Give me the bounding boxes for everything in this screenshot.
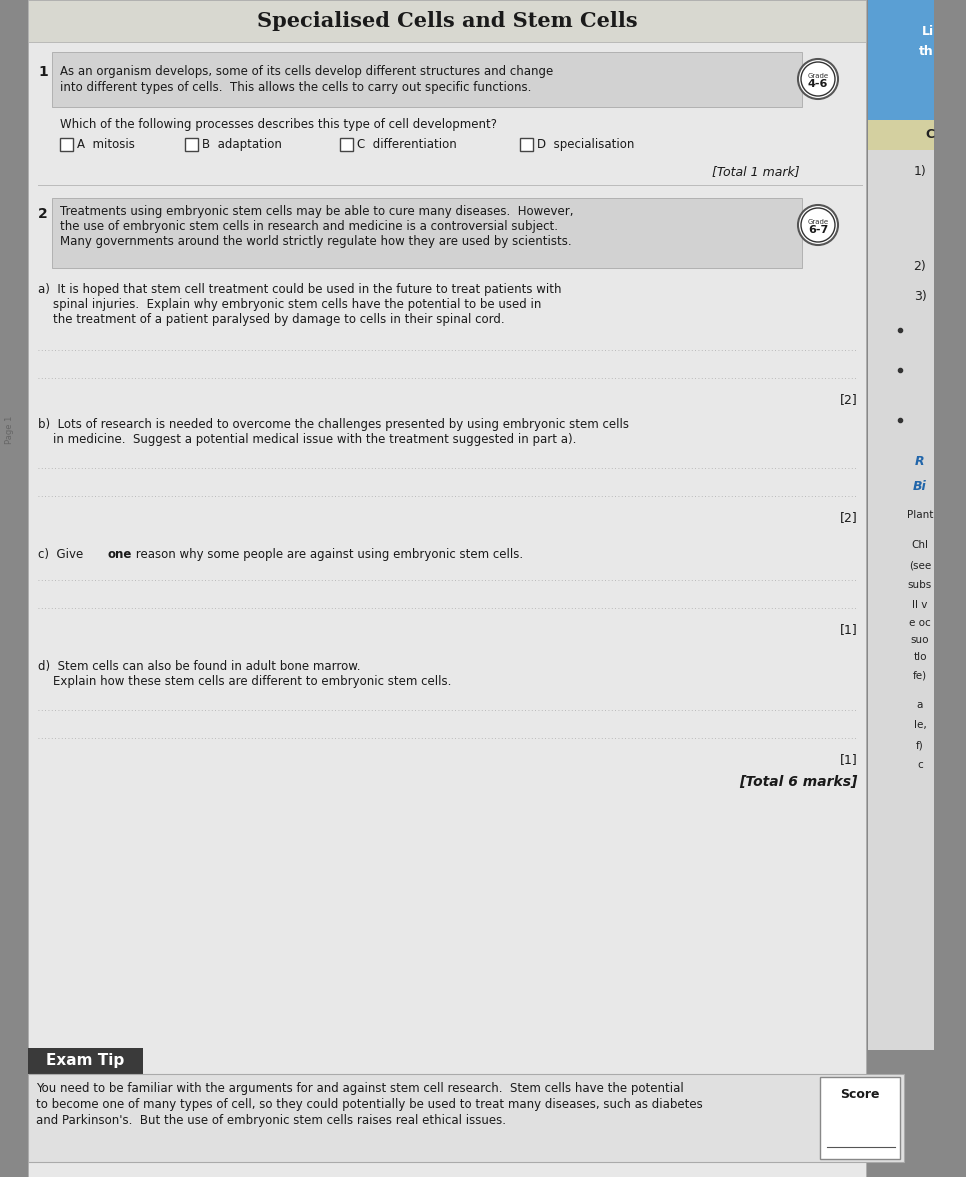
Text: 4-6: 4-6	[808, 79, 828, 89]
Text: You need to be familiar with the arguments for and against stem cell research.  : You need to be familiar with the argumen…	[36, 1082, 684, 1095]
FancyBboxPatch shape	[28, 0, 866, 42]
Text: c: c	[917, 760, 923, 770]
Text: Score: Score	[840, 1088, 880, 1100]
Text: Treatments using embryonic stem cells may be able to cure many diseases.  Howeve: Treatments using embryonic stem cells ma…	[60, 205, 574, 218]
FancyBboxPatch shape	[28, 1048, 143, 1073]
Text: Many governments around the world strictly regulate how they are used by scienti: Many governments around the world strict…	[60, 235, 572, 248]
Text: 1: 1	[38, 65, 47, 79]
Text: As an organism develops, some of its cells develop different structures and chan: As an organism develops, some of its cel…	[60, 65, 554, 78]
Text: Chl: Chl	[912, 540, 928, 550]
Text: f): f)	[916, 740, 923, 750]
Circle shape	[798, 59, 838, 99]
Text: D  specialisation: D specialisation	[537, 138, 635, 151]
FancyBboxPatch shape	[60, 138, 73, 151]
Text: d)  Stem cells can also be found in adult bone marrow.: d) Stem cells can also be found in adult…	[38, 660, 360, 673]
Text: suo: suo	[911, 636, 929, 645]
Text: le,: le,	[914, 720, 926, 730]
Text: 2): 2)	[914, 260, 926, 273]
Text: Explain how these stem cells are different to embryonic stem cells.: Explain how these stem cells are differe…	[38, 674, 451, 689]
Text: [1]: [1]	[840, 753, 858, 766]
Text: th: th	[920, 45, 934, 58]
Text: e oc: e oc	[909, 618, 931, 629]
Text: [Total 6 marks]: [Total 6 marks]	[740, 774, 858, 789]
Text: 2: 2	[38, 207, 47, 221]
Text: reason why some people are against using embryonic stem cells.: reason why some people are against using…	[132, 548, 524, 561]
Text: R: R	[915, 455, 924, 468]
FancyBboxPatch shape	[52, 198, 802, 268]
Text: spinal injuries.  Explain why embryonic stem cells have the potential to be used: spinal injuries. Explain why embryonic s…	[38, 298, 541, 311]
Circle shape	[798, 205, 838, 245]
Text: one: one	[107, 548, 131, 561]
Text: into different types of cells.  This allows the cells to carry out specific func: into different types of cells. This allo…	[60, 81, 531, 94]
Text: c)  Give: c) Give	[38, 548, 87, 561]
Circle shape	[801, 62, 835, 97]
FancyBboxPatch shape	[520, 138, 533, 151]
FancyBboxPatch shape	[52, 52, 802, 107]
Text: 6-7: 6-7	[808, 225, 828, 235]
Text: tlo: tlo	[913, 652, 926, 661]
Text: to become one of many types of cell, so they could potentially be used to treat : to become one of many types of cell, so …	[36, 1098, 702, 1111]
Text: Specialised Cells and Stem Cells: Specialised Cells and Stem Cells	[257, 11, 638, 31]
Text: and Parkinson's.  But the use of embryonic stem cells raises real ethical issues: and Parkinson's. But the use of embryoni…	[36, 1113, 506, 1128]
FancyBboxPatch shape	[868, 120, 934, 149]
Text: Page 1: Page 1	[6, 415, 14, 444]
FancyBboxPatch shape	[868, 0, 934, 120]
Text: B  adaptation: B adaptation	[202, 138, 282, 151]
Text: A  mitosis: A mitosis	[77, 138, 135, 151]
Text: [1]: [1]	[840, 623, 858, 636]
Text: Exam Tip: Exam Tip	[45, 1053, 124, 1069]
Text: Grade: Grade	[808, 219, 829, 225]
FancyBboxPatch shape	[28, 0, 866, 1177]
FancyBboxPatch shape	[185, 138, 198, 151]
Text: Which of the following processes describes this type of cell development?: Which of the following processes describ…	[60, 118, 497, 131]
FancyBboxPatch shape	[868, 149, 934, 1050]
Circle shape	[801, 208, 835, 242]
Text: b)  Lots of research is needed to overcome the challenges presented by using emb: b) Lots of research is needed to overcom…	[38, 418, 629, 431]
Text: (see: (see	[909, 560, 931, 570]
Text: 3): 3)	[914, 290, 926, 302]
Text: [Total 1 mark]: [Total 1 mark]	[712, 165, 800, 178]
Text: Bi: Bi	[913, 480, 926, 493]
Text: [2]: [2]	[840, 511, 858, 524]
Text: [2]: [2]	[840, 393, 858, 406]
Text: Grade: Grade	[808, 73, 829, 79]
Text: a)  It is hoped that stem cell treatment could be used in the future to treat pa: a) It is hoped that stem cell treatment …	[38, 282, 561, 295]
Text: ll v: ll v	[912, 600, 927, 610]
Text: Li: Li	[922, 25, 934, 38]
Text: the use of embryonic stem cells in research and medicine is a controversial subj: the use of embryonic stem cells in resea…	[60, 220, 558, 233]
FancyBboxPatch shape	[28, 1073, 904, 1162]
Text: in medicine.  Suggest a potential medical issue with the treatment suggested in : in medicine. Suggest a potential medical…	[38, 433, 577, 446]
Text: Plant: Plant	[907, 510, 933, 520]
Text: the treatment of a patient paralysed by damage to cells in their spinal cord.: the treatment of a patient paralysed by …	[38, 313, 504, 326]
FancyBboxPatch shape	[340, 138, 353, 151]
Text: subs: subs	[908, 580, 932, 590]
Text: a: a	[917, 700, 923, 710]
Text: C  differentiation: C differentiation	[357, 138, 457, 151]
Text: C: C	[924, 128, 934, 141]
Text: 1): 1)	[914, 165, 926, 178]
FancyBboxPatch shape	[820, 1077, 900, 1159]
Text: fe): fe)	[913, 670, 927, 680]
